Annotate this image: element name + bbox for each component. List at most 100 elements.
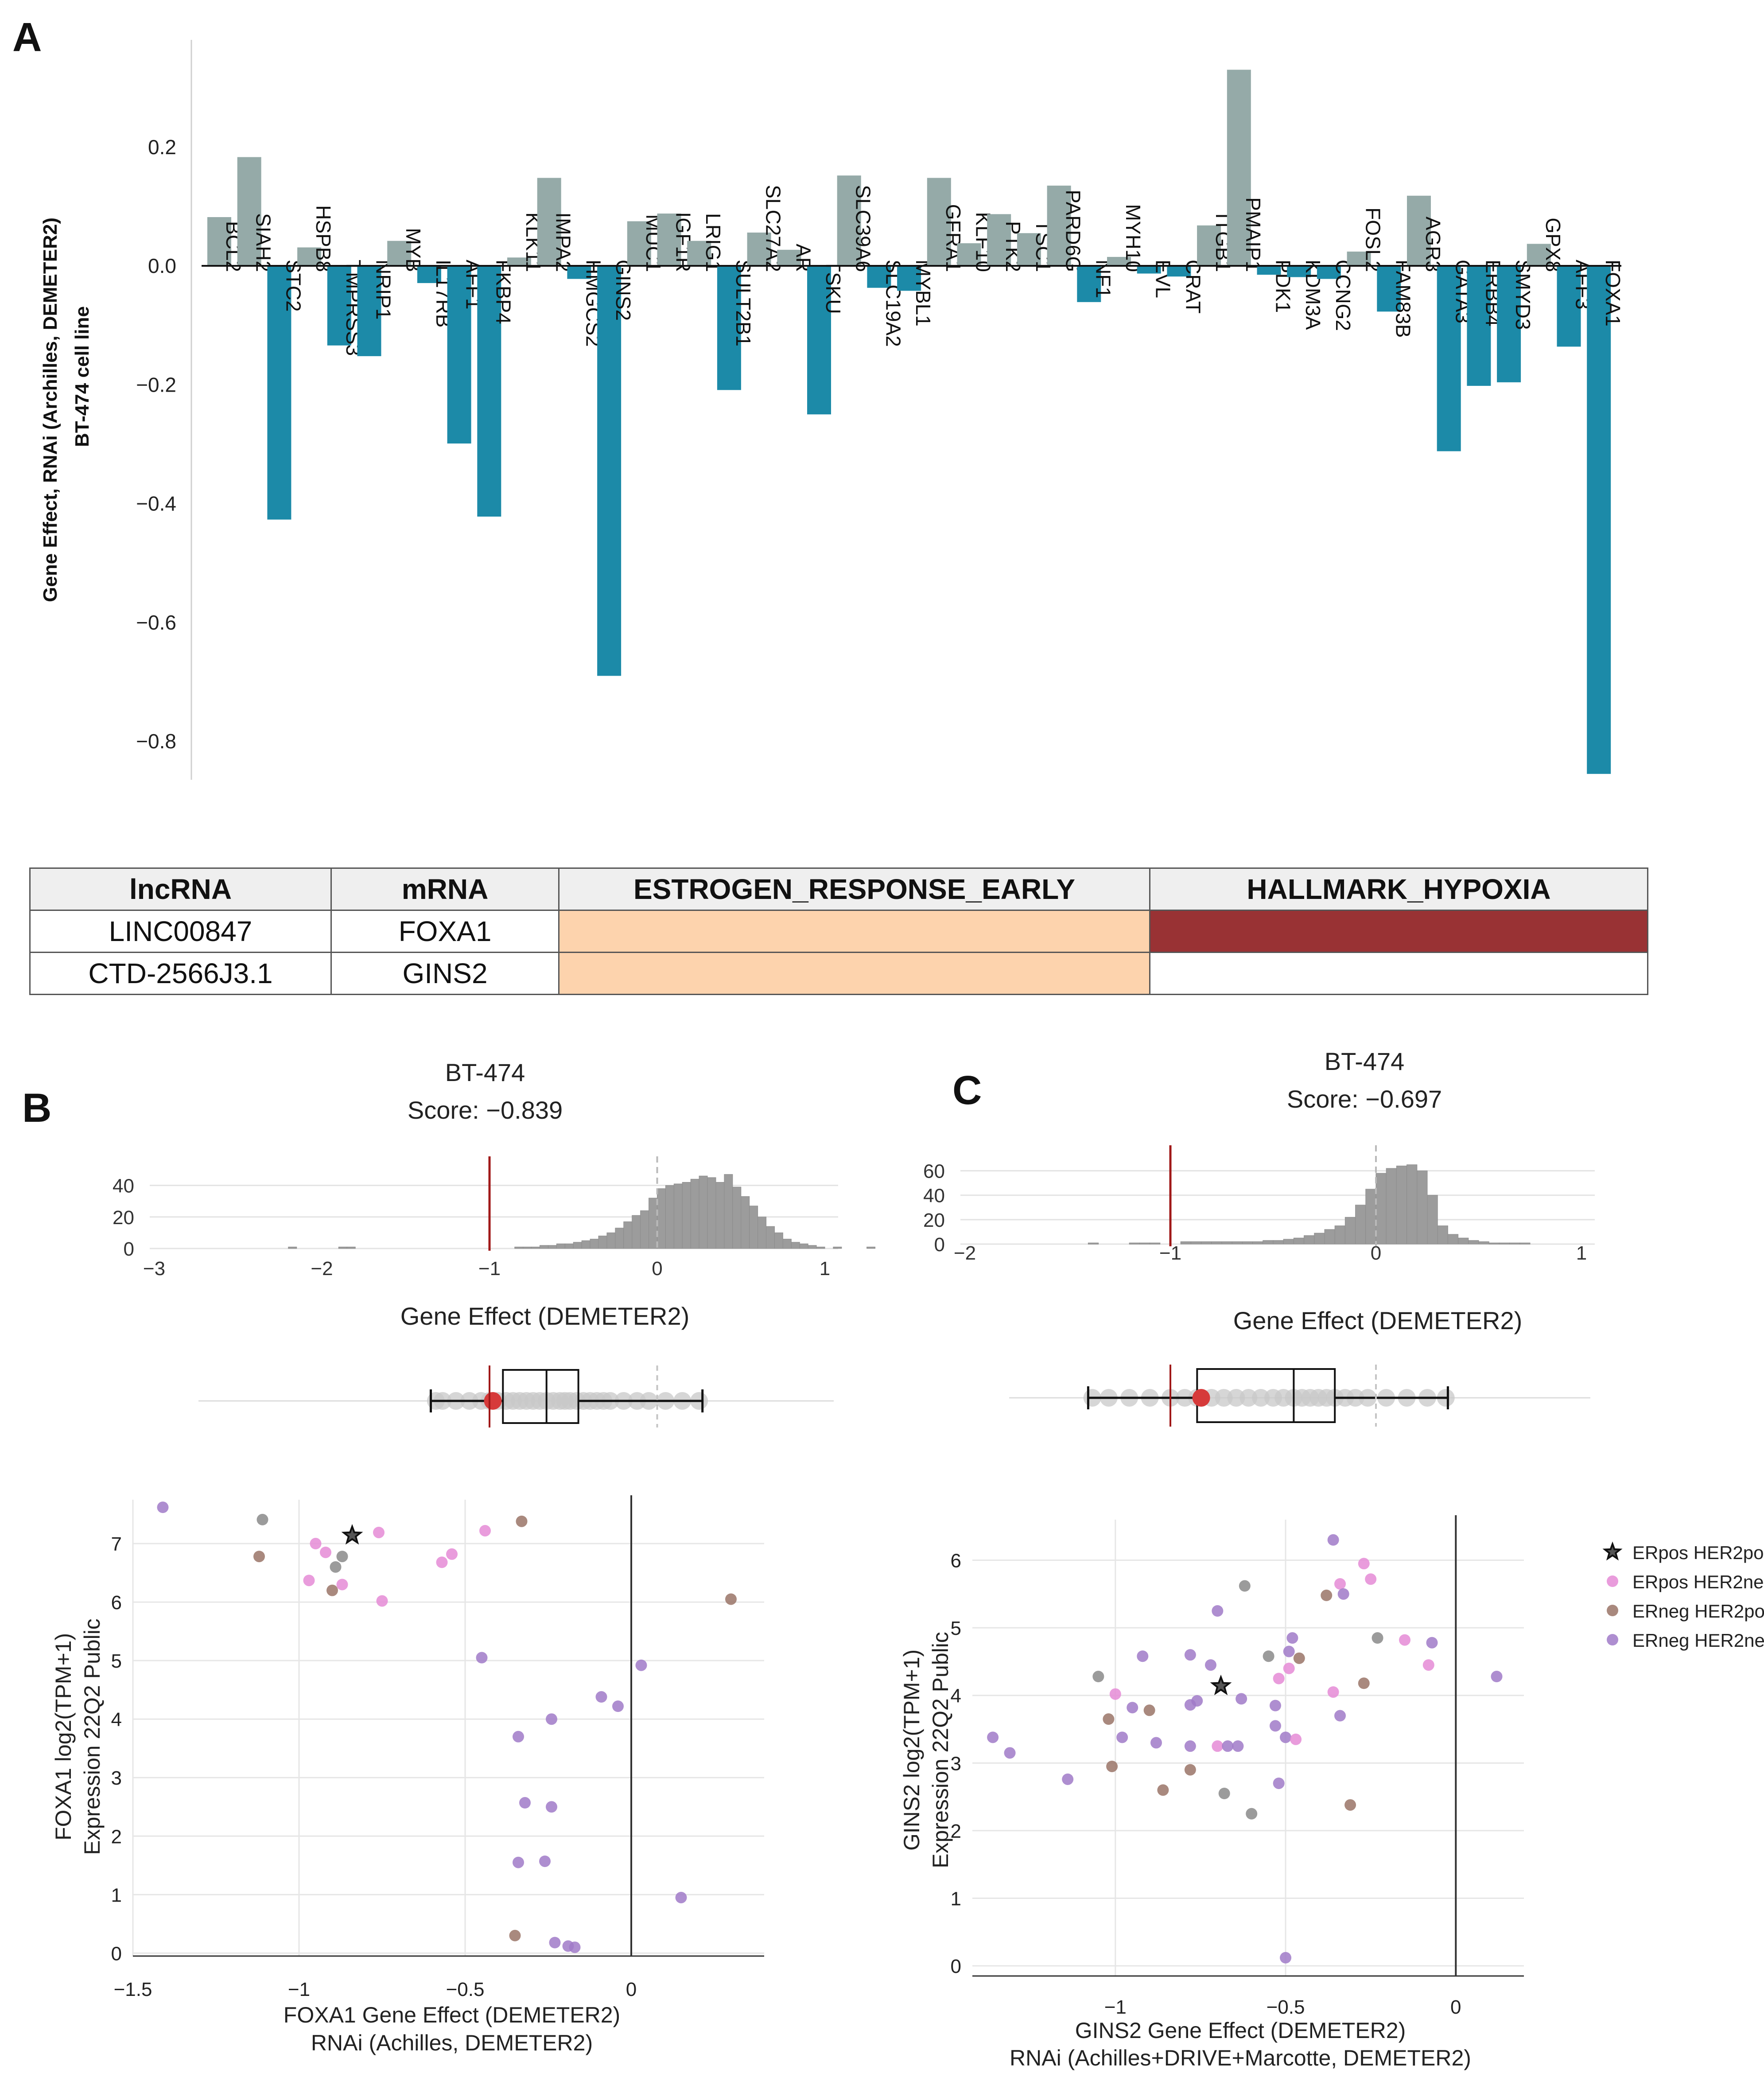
y-tick-label: 7: [111, 1533, 122, 1555]
bar-aff3: [1557, 266, 1581, 347]
y-tick-label: −0.6: [136, 611, 176, 634]
x-tick-label: −1: [1104, 1996, 1127, 2018]
bar-stc2: [267, 266, 291, 520]
histogram-bar: [741, 1196, 750, 1249]
panel-b-scatter-ylabel: FOXA1 log2(TPM+1): [51, 1633, 76, 1840]
scatter-point: [1204, 1659, 1216, 1671]
bar-slc39a6: [837, 175, 861, 266]
histogram-bar: [749, 1206, 758, 1249]
gins2-effect-boxplot: [1009, 1365, 1590, 1427]
histogram-bar: [799, 1243, 808, 1249]
hypoxia-flag-cell: [1149, 910, 1648, 953]
histogram-bar: [1283, 1239, 1294, 1245]
bar-agr3: [1407, 195, 1431, 266]
histogram-bar: [715, 1182, 725, 1249]
x-tick-label: 0: [1450, 1996, 1461, 2018]
scatter-point: [1365, 1573, 1377, 1585]
gene-label: NRIP1: [372, 260, 395, 319]
histogram-bar: [1427, 1195, 1438, 1245]
histogram-bar: [808, 1245, 817, 1249]
x-tick-label: −0.5: [446, 1979, 485, 2000]
histogram-bar: [1293, 1237, 1305, 1245]
pathway-table: lncRNA mRNA ESTROGEN_RESPONSE_EARLY HALL…: [29, 867, 1648, 995]
scatter-point: [1344, 1799, 1356, 1811]
histogram-bar: [606, 1232, 616, 1249]
histogram-bar: [1273, 1240, 1284, 1245]
histogram-bar: [766, 1226, 775, 1249]
bar-ptk2: [987, 214, 1011, 266]
y-tick-label: −0.4: [136, 492, 176, 515]
scatter-point: [1273, 1672, 1285, 1684]
histogram-bar: [1499, 1242, 1510, 1245]
histogram-bar: [573, 1242, 582, 1249]
gene-label: HSPB8: [312, 205, 335, 272]
histogram-bar: [1190, 1241, 1202, 1245]
scatter-point: [330, 1561, 342, 1573]
gene-label: CCNG2: [1332, 260, 1355, 331]
y-tick-label: 0: [934, 1234, 945, 1256]
bt474-star-marker: [1210, 1674, 1232, 1696]
histogram-bar: [791, 1242, 800, 1249]
scatter-point: [1269, 1720, 1281, 1732]
panel-c-hist-xlabel: Gene Effect (DEMETER2): [1233, 1307, 1523, 1334]
bar-il17rb: [417, 266, 441, 283]
scatter-point: [1286, 1632, 1298, 1644]
scatter-point: [436, 1556, 448, 1568]
bt474-star-marker: [341, 1524, 363, 1545]
y-tick-label: 5: [951, 1618, 961, 1639]
y-tick-label: 20: [923, 1210, 945, 1231]
scatter-point: [1212, 1605, 1224, 1617]
histogram-bar: [1437, 1225, 1448, 1245]
scatter-point: [1337, 1588, 1349, 1600]
histogram-bar: [816, 1246, 825, 1249]
scatter-point: [635, 1659, 647, 1671]
scatter-point: [1273, 1778, 1285, 1789]
bar-tsc1: [1017, 233, 1041, 266]
x-tick-label: −1: [288, 1979, 310, 2000]
gene-label: MYH10: [1122, 204, 1145, 272]
x-tick-label: 0: [626, 1979, 637, 2000]
panel-a-y-axis-label: Gene Effect, RNAi (Archilles, DEMETER2): [39, 218, 61, 602]
interquartile-box: [502, 1369, 579, 1424]
x-tick-label: 1: [820, 1258, 830, 1280]
bar-fosl2: [1347, 251, 1371, 266]
panel-c-scatter-xlabel: GINS2 Gene Effect (DEMETER2): [1075, 2018, 1406, 2043]
histogram-bar: [1263, 1240, 1274, 1245]
bar-kdm3a: [1287, 266, 1311, 277]
scatter-point: [1109, 1688, 1121, 1700]
panel-c-scatter-ylabel2: Expression 22Q2 Public: [928, 1632, 953, 1868]
scatter-point: [1269, 1700, 1281, 1711]
box-data-point: [1215, 1389, 1233, 1407]
scatter-point: [1426, 1637, 1438, 1649]
histogram-bar: [1478, 1241, 1489, 1245]
gene-label: MYB: [402, 228, 425, 272]
bar-myh10: [1107, 257, 1131, 266]
scatter-point: [519, 1797, 531, 1809]
x-tick-label: −0.5: [1267, 1996, 1305, 2018]
bar-gpx8: [1527, 244, 1551, 266]
x-tick-label: −3: [143, 1258, 165, 1280]
bar-muc1: [627, 221, 651, 266]
scatter-point: [725, 1593, 737, 1605]
panel-letter-b: B: [22, 1085, 51, 1131]
histogram-bar: [1417, 1171, 1428, 1245]
histogram-bar: [1407, 1164, 1418, 1245]
table-row: LINC00847 FOXA1: [29, 910, 1648, 953]
scatter-point: [479, 1525, 491, 1536]
histogram-bar: [1386, 1168, 1397, 1245]
bar-bcl2: [207, 217, 231, 266]
scatter-point: [336, 1551, 348, 1563]
histogram-bar: [523, 1246, 532, 1249]
gene-label: GPX8: [1542, 218, 1565, 272]
bar-nf1: [1077, 266, 1101, 302]
panel-letter-c: C: [952, 1068, 982, 1113]
panel-c-scatter-xlabel2: RNAi (Achilles+DRIVE+Marcotte, DEMETER2): [1010, 2046, 1471, 2070]
bar-nrip1: [357, 266, 381, 356]
bar-klk11: [507, 257, 531, 266]
histogram-bar: [699, 1175, 708, 1249]
bar-smyd3: [1497, 266, 1521, 382]
histogram-bar: [1304, 1235, 1315, 1245]
lncrna-cell: CTD-2566J3.1: [29, 952, 332, 995]
panel-c-hist-score: Score: −0.697: [1287, 1085, 1442, 1113]
subtype-legend: ERpos HER2pos ERpos HER2neg ERneg HER2pos E…: [1602, 1541, 1764, 1651]
